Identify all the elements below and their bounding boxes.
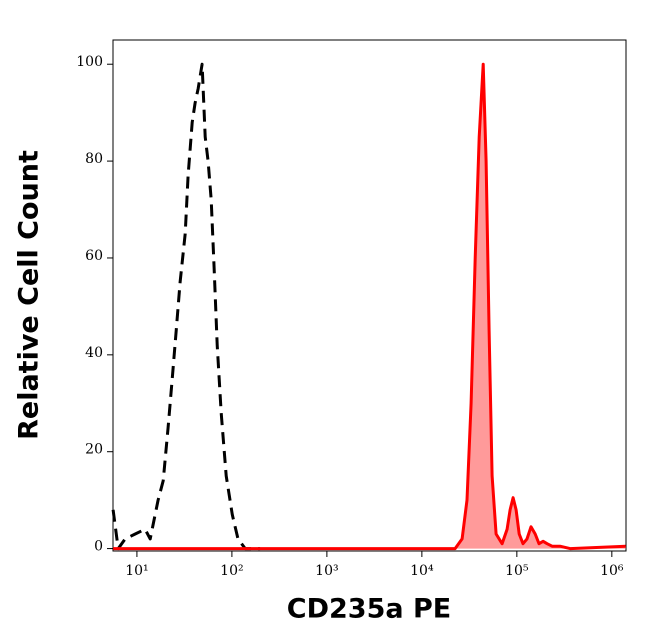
x-tick-label: 10² xyxy=(220,563,243,579)
x-axis-label: CD235a PE xyxy=(287,594,451,625)
x-tick-label: 10⁵ xyxy=(505,563,529,579)
y-tick-label: 60 xyxy=(85,248,103,264)
series-line xyxy=(113,62,626,551)
x-tick-label: 10³ xyxy=(315,563,338,579)
plot-frame xyxy=(112,39,627,552)
series-area xyxy=(113,64,626,549)
y-tick-label: 100 xyxy=(76,54,103,70)
y-tick-label: 40 xyxy=(85,345,103,361)
y-tick-label: 0 xyxy=(94,539,103,555)
series-line xyxy=(111,62,261,551)
x-tick-label: 10⁶ xyxy=(600,563,624,579)
y-tick-label: 20 xyxy=(85,442,103,458)
y-tick-label: 80 xyxy=(85,151,103,167)
x-tick-label: 10⁴ xyxy=(410,563,434,579)
x-tick-label: 10¹ xyxy=(125,563,148,579)
y-axis-label: Relative Cell Count xyxy=(14,150,45,440)
